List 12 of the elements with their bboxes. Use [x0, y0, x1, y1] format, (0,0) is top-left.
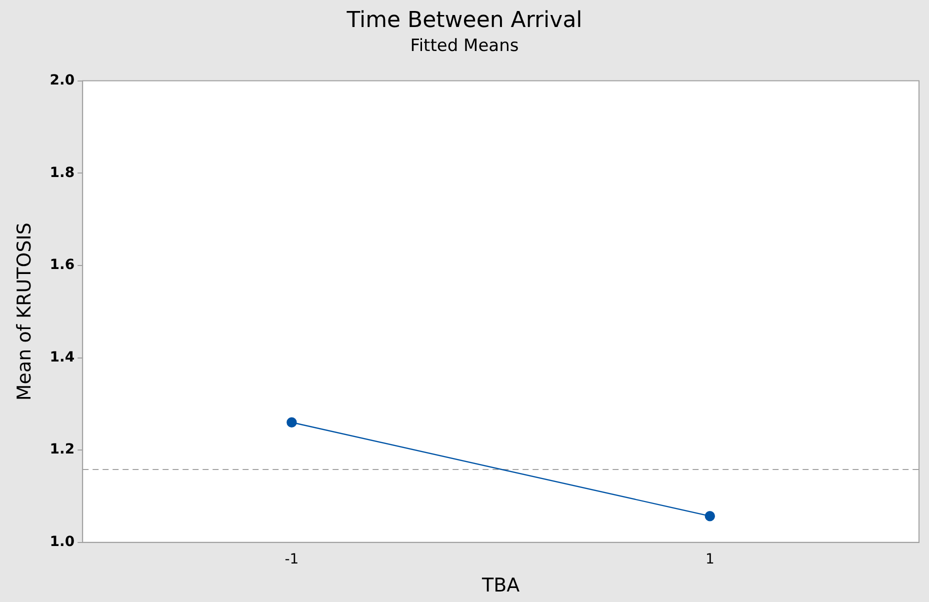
y-tick-label: 1.0: [50, 534, 75, 550]
y-tick-label: 1.4: [50, 349, 75, 366]
x-tick-label: 1: [705, 551, 714, 568]
y-tick-label: 2.0: [50, 72, 75, 88]
y-tick-label: 1.2: [50, 442, 75, 458]
x-tick-label: -1: [284, 551, 299, 568]
chart-title: Time Between Arrival: [346, 8, 582, 33]
y-axis-title: Mean of KRUTOSIS: [13, 222, 36, 401]
chart-subtitle: Fitted Means: [410, 36, 519, 56]
x-axis-title: TBA: [480, 574, 520, 597]
y-tick-label: 1.8: [50, 164, 75, 181]
y-tick-label: 1.6: [50, 257, 75, 274]
